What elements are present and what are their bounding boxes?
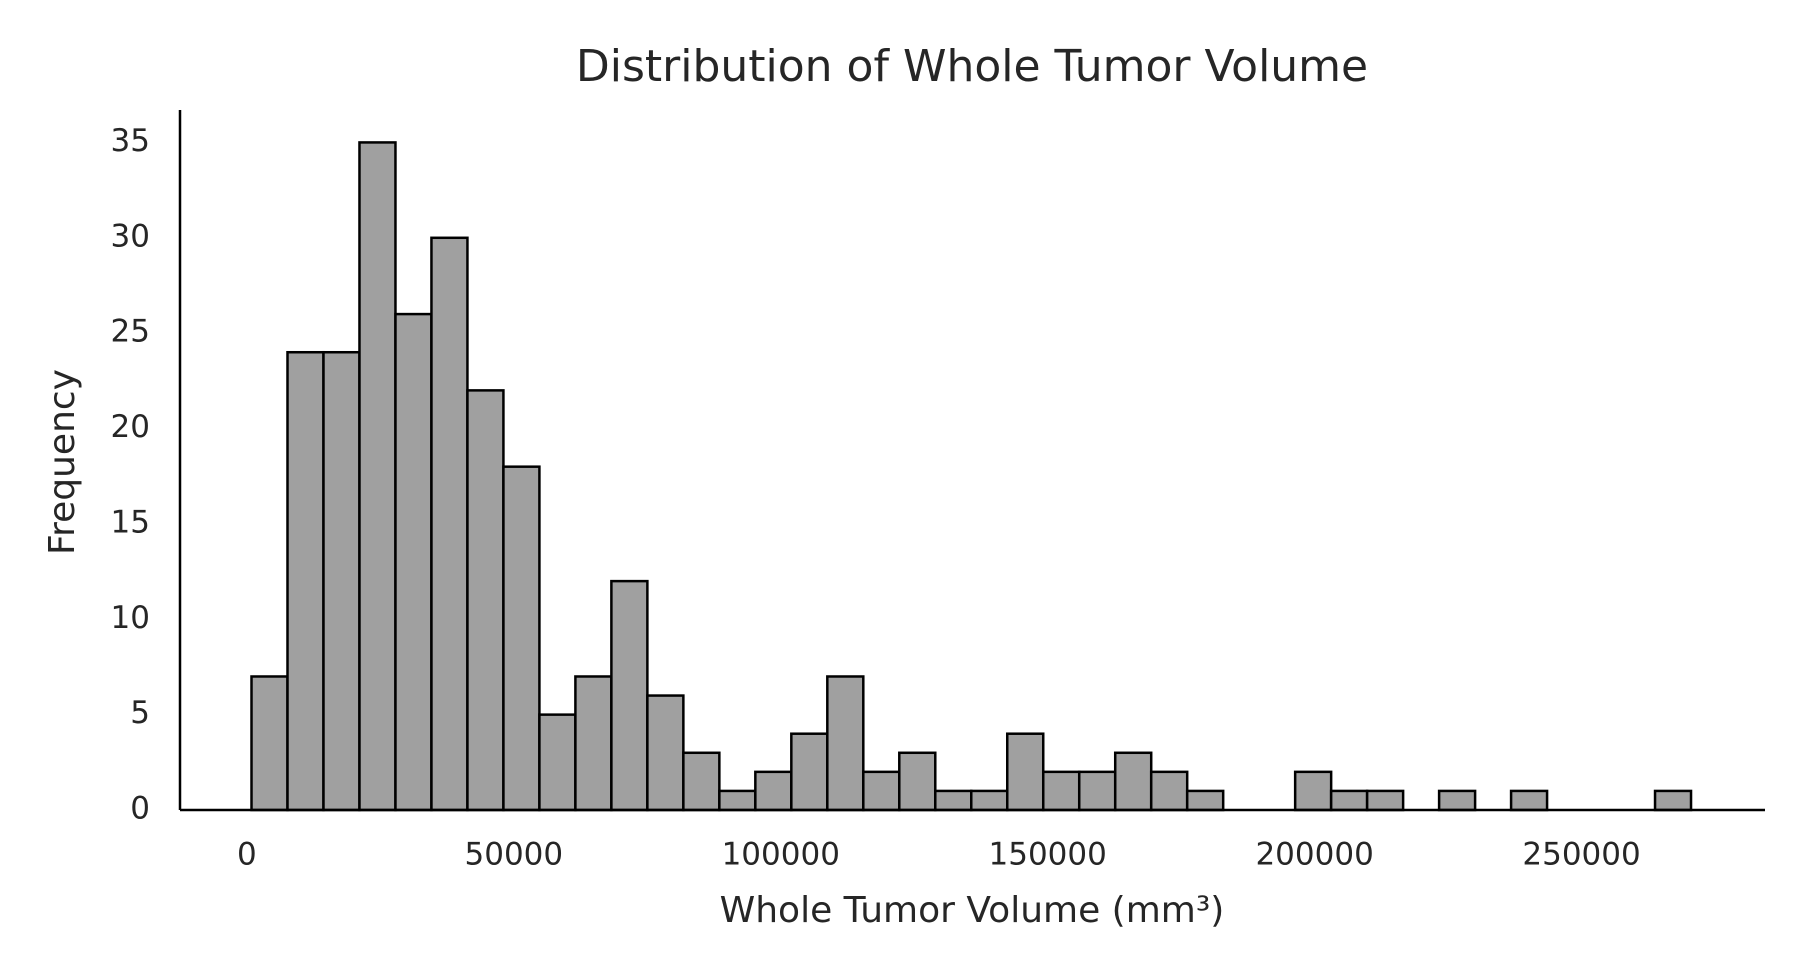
x-tick-label: 150000 (989, 837, 1107, 873)
y-tick-label: 15 (111, 504, 150, 540)
y-tick-label: 35 (111, 123, 150, 159)
bar (430, 236, 469, 812)
bar (718, 789, 757, 812)
bar (826, 675, 865, 812)
bar (1365, 789, 1405, 812)
bar (250, 675, 289, 812)
bar (1041, 770, 1081, 812)
bar (1077, 770, 1117, 812)
bar (1293, 770, 1333, 812)
bar (1329, 789, 1369, 812)
bar (394, 312, 433, 812)
chart-title: Distribution of Whole Tumor Volume (576, 41, 1368, 92)
bar (754, 770, 793, 812)
x-tick-label: 200000 (1255, 837, 1373, 873)
bar (466, 389, 505, 812)
x-axis-label: Whole Tumor Volume (mm³) (720, 890, 1225, 931)
bar (970, 789, 1009, 812)
y-tick-label: 30 (111, 218, 150, 254)
y-axis-label: Frequency (42, 369, 83, 555)
x-tick-label: 0 (237, 837, 257, 873)
bar (538, 713, 577, 812)
bar (862, 770, 901, 812)
y-tick-label: 5 (130, 695, 150, 731)
bar (934, 789, 973, 812)
bar (646, 694, 685, 812)
y-tick-label: 20 (111, 409, 150, 445)
bar (1113, 751, 1153, 812)
x-tick-label: 50000 (465, 837, 564, 873)
bar (574, 675, 613, 812)
bar (1006, 732, 1045, 812)
bar (1653, 789, 1693, 812)
x-tick-label: 100000 (722, 837, 840, 873)
bar (898, 751, 937, 812)
bar (1509, 789, 1549, 812)
bar (502, 465, 541, 812)
y-tick-label: 10 (111, 600, 150, 636)
bar (610, 579, 649, 812)
bar (1185, 789, 1225, 812)
bar (1149, 770, 1189, 812)
x-tick-label: 250000 (1522, 837, 1640, 873)
bar (322, 350, 361, 812)
y-tick-label: 0 (130, 791, 150, 827)
bar (286, 350, 325, 812)
y-tick-label: 25 (111, 314, 150, 350)
bar (682, 751, 721, 812)
bar (790, 732, 829, 812)
bar (1437, 789, 1477, 812)
bar (358, 141, 397, 812)
